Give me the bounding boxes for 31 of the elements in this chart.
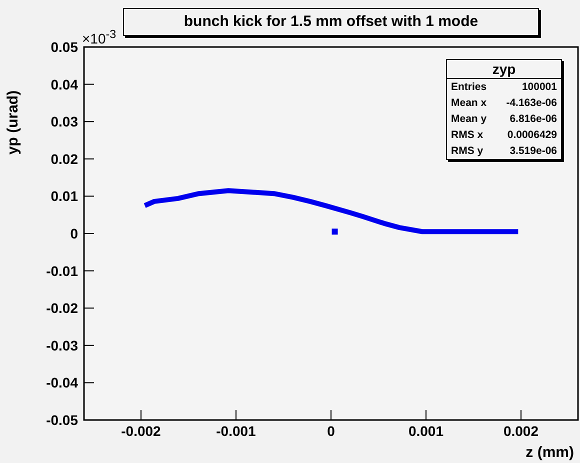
y-tick-label: 0.04	[50, 76, 78, 92]
text: ×10$^{-3}$	[82, 28, 116, 47]
y-tick-label: -0.03	[46, 337, 78, 354]
y-tick-label: -0.01	[46, 262, 78, 279]
y-tick-label: 0.02	[50, 150, 78, 167]
y-tick-label: -0.04	[46, 374, 78, 391]
annotation: Entries	[451, 81, 487, 93]
annotation: 0.0006429	[507, 129, 557, 141]
y-tick-label: 0	[70, 225, 78, 242]
annotation: 100001	[522, 81, 557, 93]
y-tick-label: 0.01	[50, 188, 78, 204]
x-tick-label: 0.001	[408, 422, 444, 439]
y-axis-title: yp (urad)	[4, 90, 22, 154]
y-tick-label: 0.05	[50, 38, 78, 55]
annotation: 6.816e-06	[510, 113, 557, 125]
y-tick-label: 0.03	[50, 114, 78, 130]
annotation: RMS y	[451, 145, 484, 157]
x-tick-label: -0.001	[216, 422, 256, 439]
x-tick-label: 0	[327, 422, 336, 439]
annotation: -4.163e-06	[506, 97, 557, 109]
annotation: zyp	[447, 60, 561, 79]
x-axis-title: z (mm)	[526, 444, 574, 461]
y-tick-label: -0.05	[46, 412, 78, 428]
annotation: 3.519e-06	[510, 145, 557, 157]
x-tick-label: 0.002	[503, 422, 539, 439]
annotation: RMS x	[451, 129, 484, 141]
annotation: Mean x	[451, 97, 487, 109]
chart-title: bunch kick for 1.5 mm offset with 1 mode	[123, 8, 539, 36]
y-tick-label: -0.02	[46, 300, 78, 316]
annotation: Mean y	[451, 113, 487, 125]
x-tick-label: -0.002	[121, 422, 162, 439]
